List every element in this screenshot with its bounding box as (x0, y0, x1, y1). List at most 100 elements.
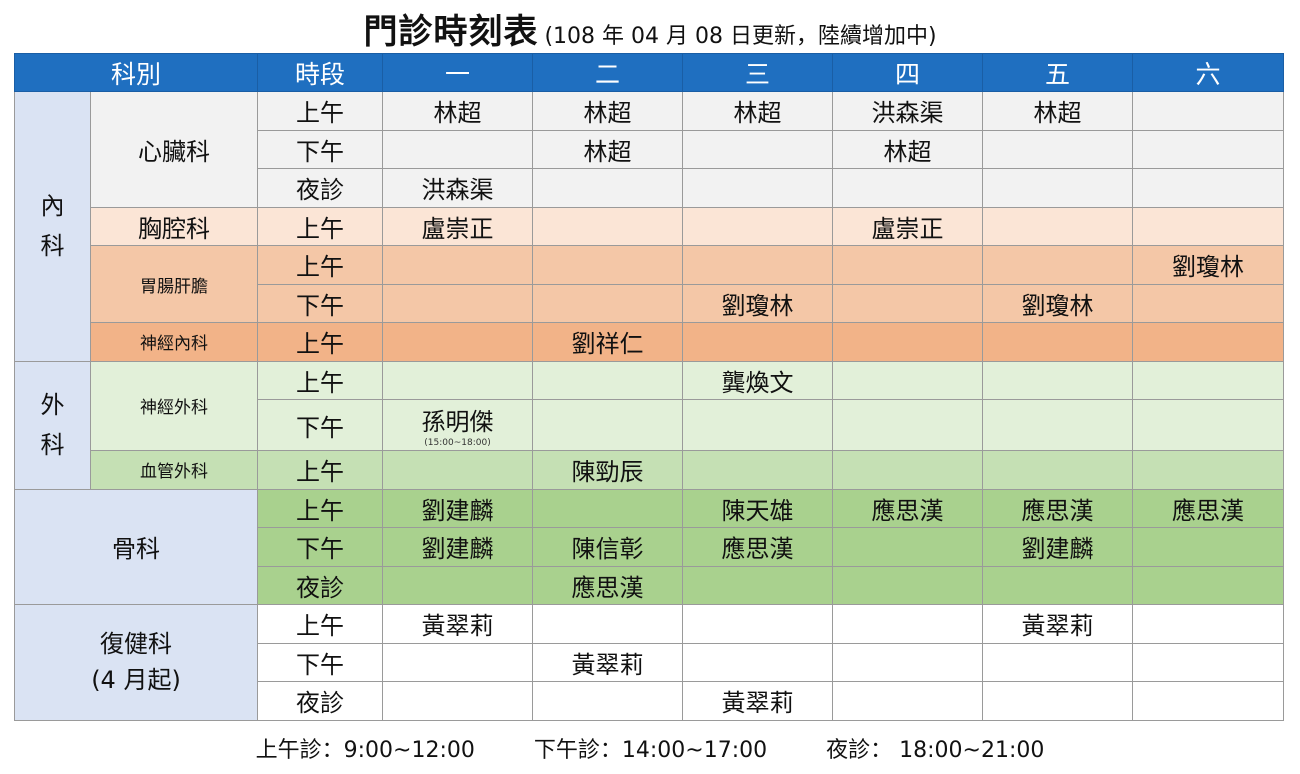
doctor-cell: 黃翠莉 (382, 604, 533, 644)
doctor-cell (382, 283, 533, 323)
doctor-cell (382, 681, 533, 721)
doctor-cell: 林超 (532, 91, 683, 131)
doctor-cell (682, 168, 833, 208)
doctor-cell (832, 604, 983, 644)
doctor-cell (532, 283, 683, 323)
doctor-cell (832, 283, 983, 323)
doctor-cell: 林超 (532, 129, 683, 169)
doctor-cell: 劉建麟 (982, 527, 1133, 567)
doctor-cell: 黃翠莉 (532, 642, 683, 682)
doctor-cell: 黃翠莉 (982, 604, 1133, 644)
schedule-title: 門診時刻表 (108 年 04 月 08 日更新，陸續增加中) (0, 4, 1300, 53)
section-internal: 內 科 (14, 91, 91, 362)
doctor-cell (1132, 450, 1284, 490)
doctor-cell: 劉瓊林 (1132, 245, 1284, 285)
dept-vascular: 血管外科 (90, 450, 258, 490)
clinic-schedule-table: 科別 時段 一 二 三 四 五 六 內 科 心臟科 上午 林超 林超 林超 洪森… (14, 53, 1284, 721)
doctor-cell (532, 488, 683, 528)
doctor-cell (532, 206, 683, 246)
am-hours: 上午診：9:00~12:00 (255, 738, 475, 763)
doctor-cell (1132, 527, 1284, 567)
row-neuro-surg-pm: 下午 孫明傑 (15:00~18:00) (14, 399, 1284, 451)
row-ortho-night: 夜診 應思漢 (14, 565, 1284, 605)
doctor-cell: 應思漢 (1132, 488, 1284, 528)
row-vascular-am: 血管外科 上午 陳勁辰 (14, 450, 1284, 490)
doctor-cell (682, 206, 833, 246)
doctor-cell (682, 245, 833, 285)
doctor-cell: 應思漢 (532, 565, 683, 605)
doctor-cell (832, 642, 983, 682)
doctor-cell: 劉祥仁 (532, 322, 683, 362)
row-gi-pm: 下午 劉瓊林 劉瓊林 (14, 283, 1284, 323)
doctor-cell: 龔煥文 (682, 360, 833, 400)
period-cell: 上午 (257, 91, 383, 131)
doctor-cell (832, 360, 983, 400)
doctor-cell (982, 565, 1133, 605)
doctor-cell (382, 450, 533, 490)
doctor-cell (1132, 399, 1284, 451)
doctor-cell: 林超 (382, 91, 533, 131)
header-day-mon: 一 (382, 53, 533, 92)
period-cell: 下午 (257, 399, 383, 451)
period-cell: 上午 (257, 245, 383, 285)
doctor-cell (832, 322, 983, 362)
doctor-cell: 孫明傑 (15:00~18:00) (382, 399, 533, 451)
doctor-cell (682, 450, 833, 490)
doctor-cell (682, 642, 833, 682)
doctor-cell (982, 681, 1133, 721)
doctor-cell (982, 168, 1133, 208)
doctor-cell: 林超 (832, 129, 983, 169)
header-period: 時段 (257, 53, 383, 92)
doctor-cell (532, 604, 683, 644)
doctor-cell: 陳天雄 (682, 488, 833, 528)
period-cell: 下午 (257, 129, 383, 169)
row-neuro-surg-am: 外 科 神經外科 上午 龔煥文 (14, 360, 1284, 490)
doctor-cell: 洪森渠 (832, 91, 983, 131)
doctor-cell: 應思漢 (682, 527, 833, 567)
period-cell: 夜診 (257, 565, 383, 605)
doctor-cell (682, 604, 833, 644)
dept-neuro-surg: 神經外科 (90, 360, 258, 451)
update-note: (108 年 04 月 08 日更新，陸續增加中) (544, 24, 937, 49)
dept-gi: 胃腸肝膽 (90, 245, 258, 323)
doctor-cell (382, 360, 533, 400)
doctor-cell: 應思漢 (982, 488, 1133, 528)
doctor-cell (682, 322, 833, 362)
doctor-cell: 劉建麟 (382, 527, 533, 567)
doctor-cell: 劉瓊林 (682, 283, 833, 323)
doctor-cell (982, 129, 1133, 169)
doctor-cell (832, 527, 983, 567)
doctor-cell (982, 206, 1133, 246)
row-rehab-am: 復健科 (4 月起) 上午 黃翠莉 黃翠莉 (14, 604, 1284, 721)
doctor-cell (1132, 681, 1284, 721)
doctor-cell (532, 168, 683, 208)
dept-ortho: 骨科 (14, 488, 258, 605)
period-cell: 夜診 (257, 168, 383, 208)
doctor-cell (682, 129, 833, 169)
doctor-cell (382, 565, 533, 605)
dept-rehab: 復健科 (4 月起) (14, 604, 258, 721)
doctor-cell: 劉瓊林 (982, 283, 1133, 323)
doctor-cell (1132, 360, 1284, 400)
header-day-thu: 四 (832, 53, 983, 92)
doctor-cell (1132, 283, 1284, 323)
header-day-sat: 六 (1132, 53, 1284, 92)
doctor-cell (1132, 565, 1284, 605)
doctor-cell: 黃翠莉 (682, 681, 833, 721)
header-row: 科別 時段 一 二 三 四 五 六 (14, 53, 1284, 92)
section-surgery: 外 科 (14, 360, 91, 490)
doctor-cell: 盧崇正 (832, 206, 983, 246)
doctor-cell (982, 642, 1133, 682)
doctor-cell (682, 399, 833, 451)
doctor-cell (382, 322, 533, 362)
period-cell: 下午 (257, 527, 383, 567)
doctor-cell: 應思漢 (832, 488, 983, 528)
night-hours: 夜診： 18:00~21:00 (826, 738, 1045, 763)
period-cell: 上午 (257, 360, 383, 400)
doctor-cell (832, 399, 983, 451)
doctor-cell (1132, 129, 1284, 169)
doctor-cell (1132, 642, 1284, 682)
row-ortho-am: 骨科 上午 劉建麟 陳天雄 應思漢 應思漢 應思漢 (14, 488, 1284, 605)
row-cardio-am: 內 科 心臟科 上午 林超 林超 林超 洪森渠 林超 (14, 91, 1284, 362)
doctor-cell (1132, 206, 1284, 246)
